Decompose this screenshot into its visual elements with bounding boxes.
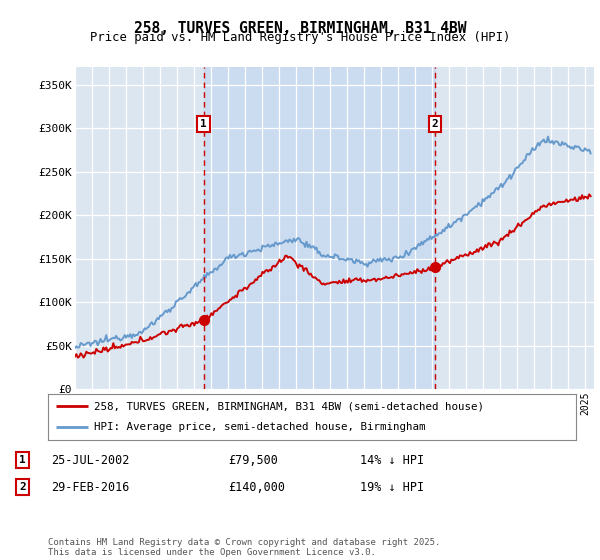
Text: 19% ↓ HPI: 19% ↓ HPI xyxy=(360,480,424,494)
Text: 258, TURVES GREEN, BIRMINGHAM, B31 4BW: 258, TURVES GREEN, BIRMINGHAM, B31 4BW xyxy=(134,21,466,36)
Text: 1: 1 xyxy=(19,455,26,465)
Text: 1: 1 xyxy=(200,119,207,129)
Text: Contains HM Land Registry data © Crown copyright and database right 2025.
This d: Contains HM Land Registry data © Crown c… xyxy=(48,538,440,557)
Text: HPI: Average price, semi-detached house, Birmingham: HPI: Average price, semi-detached house,… xyxy=(94,422,426,432)
Bar xyxy=(203,67,435,389)
Text: 2: 2 xyxy=(19,482,26,492)
Text: Price paid vs. HM Land Registry's House Price Index (HPI): Price paid vs. HM Land Registry's House … xyxy=(90,31,510,44)
Text: 29-FEB-2016: 29-FEB-2016 xyxy=(51,480,130,494)
Text: £79,500: £79,500 xyxy=(228,454,278,467)
Text: 258, TURVES GREEN, BIRMINGHAM, B31 4BW (semi-detached house): 258, TURVES GREEN, BIRMINGHAM, B31 4BW (… xyxy=(94,401,484,411)
Text: £140,000: £140,000 xyxy=(228,480,285,494)
Text: 2: 2 xyxy=(432,119,439,129)
Text: 14% ↓ HPI: 14% ↓ HPI xyxy=(360,454,424,467)
Text: 25-JUL-2002: 25-JUL-2002 xyxy=(51,454,130,467)
